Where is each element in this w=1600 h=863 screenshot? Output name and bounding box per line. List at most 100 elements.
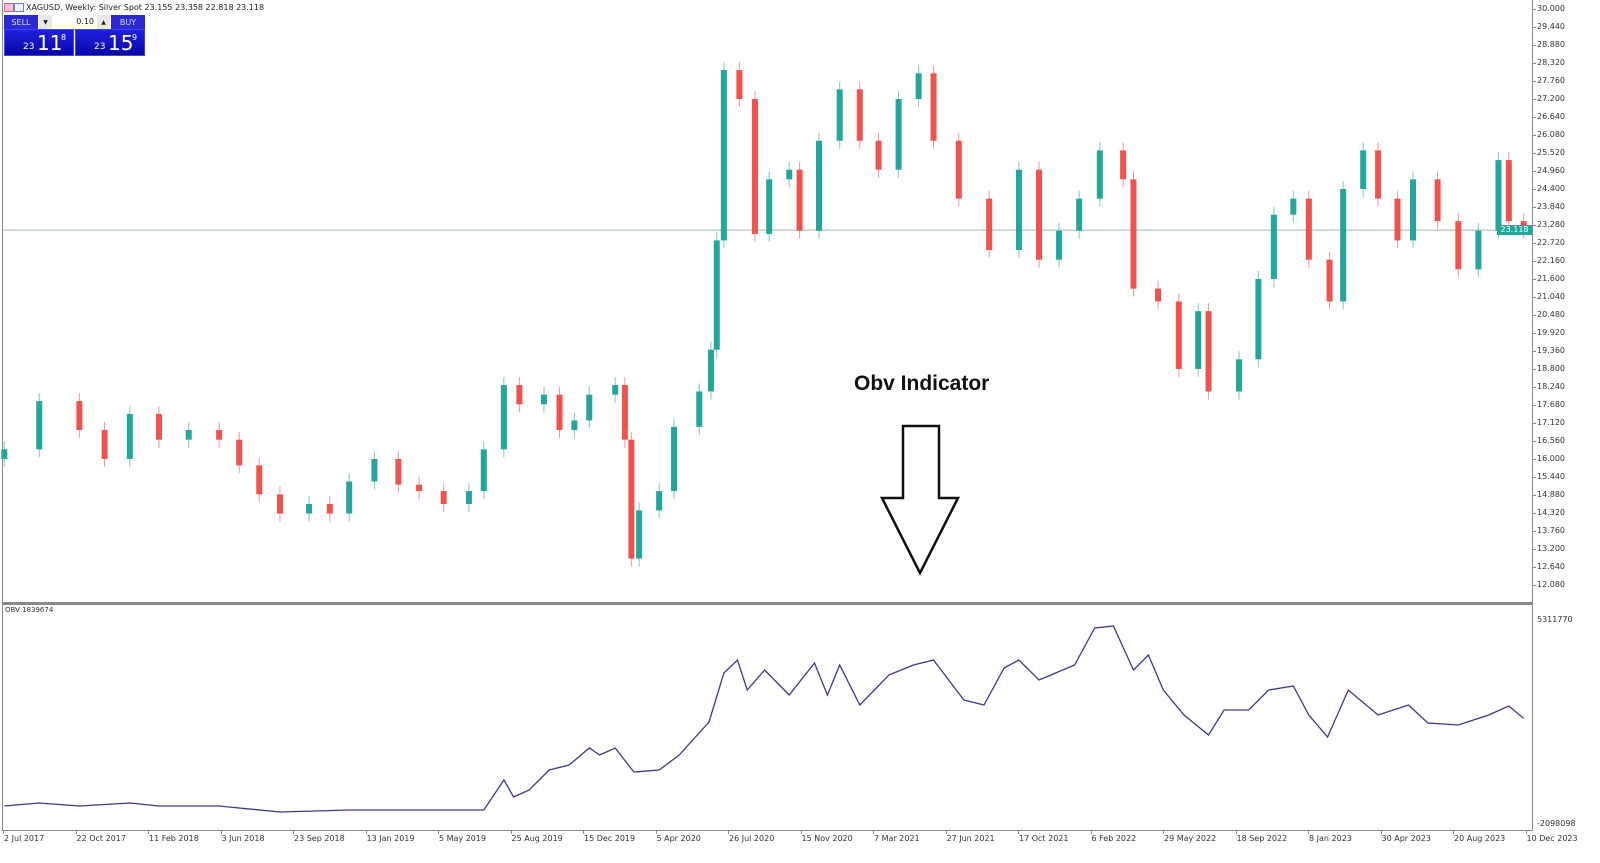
y-tick — [1533, 134, 1536, 136]
y-tick-label: 18.240 — [1537, 381, 1565, 391]
candle — [306, 503, 313, 514]
y-tick — [1533, 566, 1536, 568]
x-tick — [1163, 830, 1164, 834]
x-tick — [945, 830, 947, 834]
candle — [1394, 198, 1401, 241]
candle — [895, 98, 902, 170]
y-tick — [1533, 260, 1536, 262]
candle — [216, 430, 223, 440]
candle — [371, 458, 378, 482]
y-tick — [1533, 404, 1536, 406]
sell-price-button[interactable]: 23 11 8 — [4, 29, 74, 56]
x-tick — [800, 830, 802, 834]
x-tick — [365, 830, 367, 834]
x-tick — [293, 830, 294, 834]
candle — [465, 491, 472, 504]
buy-price-big: 23 — [94, 42, 106, 52]
y-tick-label: 16.000 — [1537, 453, 1565, 463]
x-tick — [1235, 830, 1237, 834]
candle — [1235, 359, 1242, 392]
chart-plot[interactable] — [0, 0, 1533, 830]
candle — [751, 98, 758, 234]
candle — [556, 394, 563, 431]
x-tick-label: 15 Dec 2019 — [584, 834, 636, 843]
y-tick-label: 27.200 — [1537, 93, 1565, 103]
x-tick — [728, 830, 729, 834]
lot-size-input[interactable]: 0.10 — [53, 15, 97, 29]
candle — [1195, 311, 1202, 369]
x-tick-label: 17 Oct 2021 — [1019, 834, 1069, 843]
candle — [1205, 311, 1212, 392]
y-tick — [1533, 26, 1536, 28]
x-tick-label: 22 Oct 2017 — [76, 834, 126, 843]
obv-line — [4, 625, 1525, 813]
x-tick — [1018, 830, 1019, 834]
pane-separator[interactable] — [2, 602, 1533, 605]
y-tick-label: 30.000 — [1537, 4, 1565, 13]
y-tick — [1533, 62, 1536, 64]
x-tick-label: 18 Sep 2022 — [1236, 834, 1288, 843]
candle — [621, 385, 628, 440]
y-tick-label: 24.960 — [1537, 165, 1565, 175]
buy-price-main: 15 — [108, 31, 134, 55]
y-tick — [1533, 368, 1536, 370]
timeframe-icon[interactable] — [14, 3, 24, 12]
y-tick-label: 14.880 — [1537, 489, 1565, 499]
candle — [656, 491, 663, 511]
lot-increase-button[interactable]: ▲ — [97, 15, 110, 29]
x-tick — [873, 830, 874, 834]
y-tick-label: 28.320 — [1537, 57, 1565, 67]
y-tick-label: 21.040 — [1537, 291, 1565, 301]
y-tick — [1533, 9, 1536, 10]
candle — [276, 494, 283, 514]
x-tick-label: 10 Dec 2023 — [1526, 834, 1578, 843]
y-tick — [1533, 116, 1536, 118]
x-tick-label: 23 Sep 2018 — [294, 834, 345, 843]
candle — [1155, 288, 1162, 302]
x-tick — [220, 830, 222, 834]
candle — [671, 426, 678, 492]
candle — [856, 89, 863, 141]
candle — [1255, 278, 1262, 360]
y-tick-label: 19.920 — [1537, 327, 1565, 337]
x-tick — [1090, 830, 1092, 834]
y-tick-label: 17.120 — [1537, 417, 1565, 427]
candle — [540, 394, 547, 405]
x-tick-label: 15 Nov 2020 — [801, 834, 853, 843]
y-tick — [1533, 44, 1536, 46]
candle — [986, 198, 993, 251]
x-tick — [3, 830, 4, 834]
x-axis-line — [2, 830, 1533, 831]
obv-tick-label: -2098098 — [1537, 819, 1576, 828]
y-tick — [1533, 386, 1536, 388]
candle — [256, 465, 263, 495]
candle — [875, 140, 882, 170]
lot-decrease-button[interactable]: ▼ — [39, 15, 52, 29]
candle — [915, 73, 922, 99]
candle — [1360, 150, 1367, 189]
x-tick-label: 20 Aug 2023 — [1454, 834, 1506, 843]
chart-type-icon[interactable] — [4, 3, 14, 12]
y-tick-label: 13.760 — [1537, 525, 1565, 535]
x-tick-label: 25 Aug 2019 — [511, 834, 563, 843]
y-tick-label: 25.520 — [1537, 147, 1565, 157]
y-tick — [1533, 332, 1536, 334]
y-tick — [1533, 152, 1536, 154]
candles — [1, 62, 1527, 567]
sell-button[interactable]: SELL — [4, 15, 38, 29]
candle — [1455, 221, 1462, 270]
candle — [480, 449, 487, 492]
candle — [736, 70, 743, 99]
y-tick — [1533, 512, 1536, 514]
buy-price-button[interactable]: 23 15 9 — [75, 29, 145, 56]
arrow-down-icon — [879, 424, 961, 576]
annotation-text: Obv Indicator — [854, 372, 990, 395]
candle — [1375, 150, 1382, 199]
y-tick — [1533, 314, 1536, 316]
y-tick-label: 14.320 — [1537, 507, 1565, 517]
y-tick-label: 12.640 — [1537, 561, 1565, 571]
buy-button[interactable]: BUY — [111, 15, 145, 29]
x-tick-label: 8 Jan 2023 — [1309, 834, 1352, 843]
y-tick-label: 21.600 — [1537, 273, 1565, 283]
x-tick — [1453, 830, 1454, 834]
